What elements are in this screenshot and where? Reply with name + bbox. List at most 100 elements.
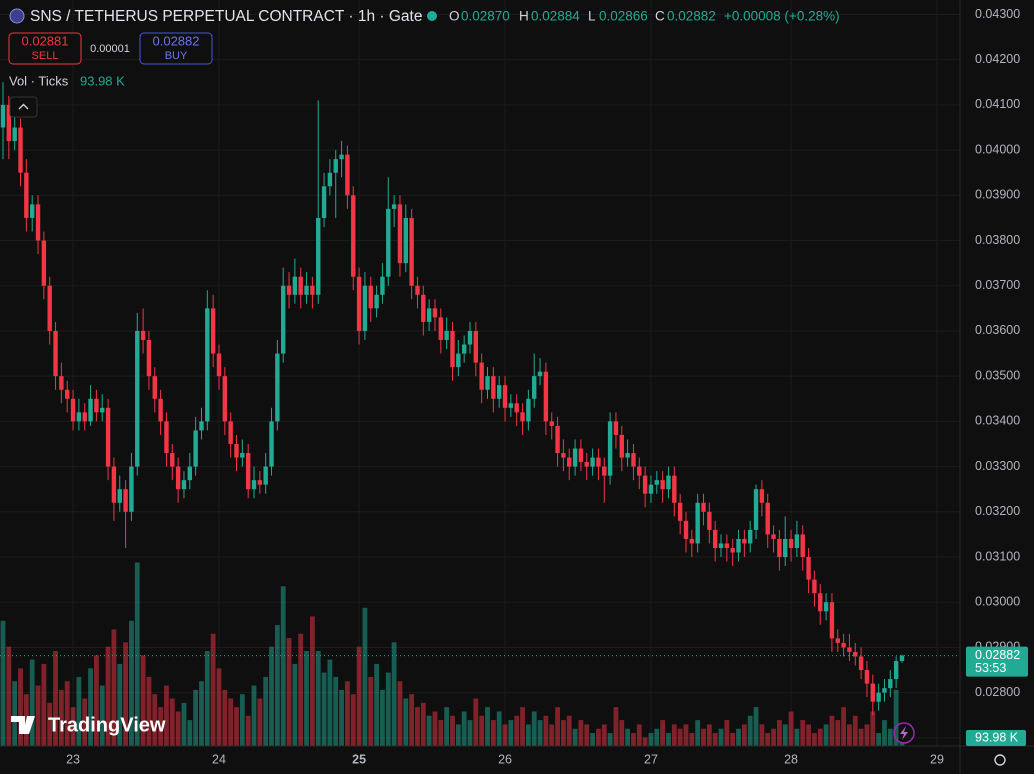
candle-body	[146, 339, 152, 377]
candle-body	[53, 330, 58, 377]
candle-body	[216, 353, 222, 377]
volume-bar	[204, 651, 210, 746]
candle-body	[245, 453, 251, 490]
volume-bar	[765, 733, 771, 746]
candle-body	[689, 538, 695, 544]
candle-body	[549, 421, 554, 426]
collapse-button[interactable]	[9, 96, 38, 118]
candle-body	[625, 453, 630, 458]
candle-body	[152, 376, 157, 399]
settings-icon[interactable]	[994, 754, 1006, 766]
candle-body	[0, 104, 6, 128]
candle-body	[537, 371, 543, 377]
volume-bar	[274, 625, 280, 746]
candle-body	[356, 276, 362, 331]
candle-body	[800, 534, 805, 558]
x-tick-label: 29	[930, 752, 944, 766]
candle-body	[619, 434, 624, 458]
volume-bar	[496, 711, 502, 746]
volume-bar	[847, 724, 852, 746]
candle-body	[140, 330, 146, 340]
volume-bar	[257, 698, 263, 746]
ohlc-value: 0.02870	[461, 9, 510, 24]
candle-body	[105, 407, 111, 467]
volume-bar	[712, 733, 718, 746]
ohlc-value: 0.02866	[599, 9, 648, 24]
volume-bar	[280, 586, 286, 746]
candle-body	[712, 529, 718, 548]
volume-bar	[345, 681, 350, 746]
candle-body	[567, 457, 572, 467]
candle-body	[753, 489, 759, 530]
volume-bar	[123, 642, 128, 746]
volume-bar	[485, 707, 490, 746]
candle-body	[613, 421, 619, 435]
candle-body	[158, 398, 163, 422]
candle-body	[666, 475, 671, 490]
candle-body	[456, 353, 461, 368]
ohlc-label: H	[519, 9, 529, 24]
volume-bar	[222, 689, 228, 746]
candle-body	[351, 195, 356, 277]
candle-body	[181, 480, 187, 490]
volume-bar	[695, 720, 701, 746]
volume-bar	[58, 689, 64, 746]
volume-bar	[391, 642, 397, 746]
volume-bar	[841, 707, 846, 746]
volume-bar	[385, 672, 391, 746]
volume-bar	[350, 694, 356, 746]
candle-body	[6, 104, 12, 142]
candle-body	[479, 362, 484, 390]
candle-body	[461, 344, 467, 354]
candle-body	[257, 480, 263, 485]
volume-bar	[193, 689, 199, 746]
volume-bar	[631, 733, 636, 746]
candle-body	[777, 538, 782, 558]
countdown: 53:53	[975, 661, 1006, 675]
volume-bar	[12, 681, 18, 746]
volume-bar	[397, 681, 403, 746]
lightning-button[interactable]	[893, 722, 915, 744]
candle-body	[771, 534, 776, 539]
volume-bar	[677, 728, 683, 746]
volume-bar	[339, 689, 344, 746]
x-tick-label: 24	[212, 752, 226, 766]
candle-body	[70, 398, 76, 422]
candle-body	[432, 308, 438, 318]
volume-bar	[520, 707, 525, 746]
volume-bar	[41, 663, 47, 746]
volume-bar	[607, 733, 613, 746]
volume-bar	[625, 728, 631, 746]
candle-body	[269, 421, 274, 467]
candle-body	[47, 285, 52, 331]
candle-body	[129, 466, 134, 512]
candle-body	[175, 466, 181, 490]
candle-body	[543, 371, 549, 422]
volume-bar	[152, 694, 158, 746]
volume-bar	[759, 724, 765, 746]
volume-badge	[966, 730, 1026, 746]
volume-bar	[420, 702, 426, 746]
candle-body	[561, 453, 566, 458]
volume-bar	[82, 698, 88, 746]
candle-body	[426, 308, 432, 322]
candle-body	[263, 466, 268, 485]
buy-button[interactable]	[139, 32, 213, 65]
sell-button[interactable]	[8, 32, 82, 65]
volume-bar	[269, 646, 274, 746]
candle-body	[123, 489, 128, 512]
volume-badge-value: 93.98 K	[975, 730, 1019, 744]
volume-bar	[590, 733, 595, 746]
symbol-title: SNS / TETHERUS PERPETUAL CONTRACT · 1h ·…	[30, 8, 422, 25]
spread: 0.00001	[90, 43, 130, 55]
y-tick-label: 0.03700	[975, 278, 1020, 292]
volume-bar	[467, 720, 473, 746]
volume-bar	[111, 629, 117, 746]
y-tick-label: 0.03400	[975, 414, 1020, 428]
candle-body	[642, 475, 648, 494]
x-tick-label: 25	[352, 752, 366, 766]
volume-bar	[245, 715, 251, 746]
candle-body	[292, 276, 298, 295]
candles	[0, 82, 905, 716]
candle-body	[742, 538, 747, 544]
